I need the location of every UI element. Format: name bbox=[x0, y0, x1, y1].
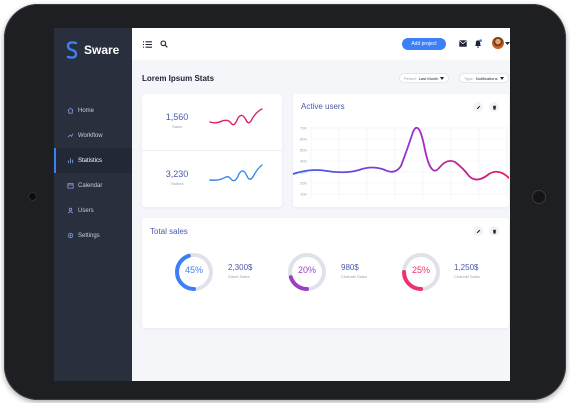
visitors-sparkline bbox=[209, 164, 263, 182]
sales-value: 1,560 bbox=[165, 112, 189, 122]
statistics-icon bbox=[67, 158, 74, 164]
sidebar-item-settings[interactable]: Settings bbox=[54, 223, 132, 248]
direct-sales-amount: 2,300$ bbox=[228, 263, 253, 272]
bell-icon[interactable] bbox=[474, 39, 482, 48]
donut-arc bbox=[175, 253, 213, 291]
channel-sales-donut bbox=[288, 253, 326, 291]
stats-card: 1,560 Sales 3,230 Visitors bbox=[142, 94, 282, 207]
visitors-value: 3,230 bbox=[165, 169, 189, 179]
visitors-label: Visitors bbox=[170, 181, 184, 186]
chevron-down-icon bbox=[499, 76, 504, 80]
avatar[interactable] bbox=[492, 37, 504, 49]
active-users-chart: 700 600 500 400 300 200 100 bbox=[293, 126, 509, 198]
app-name: Sware bbox=[84, 43, 120, 57]
settings-icon bbox=[67, 232, 74, 239]
y-tick-label: 500 bbox=[300, 148, 307, 153]
sidebar-item-label: Statistics bbox=[78, 157, 103, 164]
top-bar: Add project bbox=[132, 28, 510, 60]
edit-button[interactable] bbox=[473, 226, 483, 236]
tablet-frame: Sware Home Workflow Statistics Calendar bbox=[4, 4, 566, 400]
delete-button[interactable] bbox=[489, 102, 499, 112]
home-button[interactable] bbox=[532, 190, 546, 204]
workflow-icon bbox=[67, 133, 74, 138]
channel-sales-amount: 980$ bbox=[341, 263, 359, 272]
channel-sales-label: Channel Sales bbox=[341, 274, 368, 279]
pencil-icon bbox=[476, 105, 480, 109]
add-project-button[interactable]: Add project bbox=[402, 38, 446, 50]
menu-icon[interactable] bbox=[143, 41, 152, 48]
channel-sales-percent: 20% bbox=[297, 265, 316, 275]
period-value: Last Month bbox=[418, 75, 439, 81]
type-select[interactable]: Type: Notifications bbox=[459, 73, 509, 83]
sidebar-item-users[interactable]: Users bbox=[54, 198, 132, 223]
y-tick-label: 700 bbox=[300, 126, 307, 131]
period-select[interactable]: Period: Last Month bbox=[399, 73, 450, 83]
sidebar-item-label: Settings bbox=[78, 232, 100, 239]
y-tick-label: 100 bbox=[300, 192, 307, 197]
app-screen: Sware Home Workflow Statistics Calendar bbox=[54, 28, 510, 381]
app-logo[interactable]: Sware bbox=[64, 40, 119, 60]
home-icon bbox=[67, 107, 74, 114]
type-value: Notifications bbox=[475, 75, 498, 81]
direct-sales-percent: 45% bbox=[184, 265, 203, 275]
type-label: Type: bbox=[464, 75, 474, 81]
total-sales-card: Total sales 45% 2,300$ Direct Sales 20% … bbox=[142, 218, 509, 328]
camera-icon bbox=[28, 192, 37, 201]
edit-button[interactable] bbox=[473, 102, 483, 112]
sales-sparkline bbox=[209, 108, 263, 126]
sidebar-item-label: Home bbox=[78, 107, 95, 114]
chevron-down-icon[interactable] bbox=[505, 42, 510, 45]
period-label: Period: bbox=[404, 75, 417, 81]
y-tick-label: 200 bbox=[300, 181, 307, 186]
y-tick-label: 400 bbox=[300, 159, 307, 164]
channel-sales-2-percent: 25% bbox=[411, 265, 430, 275]
sidebar: Sware Home Workflow Statistics Calendar bbox=[54, 28, 132, 381]
channel-sales-2-amount: 1,250$ bbox=[454, 263, 479, 272]
mail-icon[interactable] bbox=[459, 40, 467, 47]
active-users-card: Active users 700 600 500 400 300 bbox=[293, 94, 509, 207]
sidebar-item-statistics[interactable]: Statistics bbox=[54, 148, 132, 173]
sidebar-item-calendar[interactable]: Calendar bbox=[54, 173, 132, 198]
donut-arc bbox=[402, 253, 440, 291]
channel-sales-2-donut bbox=[402, 253, 440, 291]
logo-icon bbox=[66, 41, 78, 59]
delete-button[interactable] bbox=[489, 226, 499, 236]
sidebar-item-label: Calendar bbox=[78, 182, 103, 189]
divider bbox=[142, 150, 282, 151]
sidebar-item-home[interactable]: Home bbox=[54, 98, 132, 123]
sidebar-nav: Home Workflow Statistics Calendar Users bbox=[54, 98, 132, 248]
channel-sales-2-label: Channel Sales bbox=[454, 274, 481, 279]
search-icon[interactable] bbox=[160, 40, 168, 48]
donut-arc bbox=[288, 253, 326, 291]
page-title: Lorem Ipsum Stats bbox=[142, 74, 215, 83]
y-tick-label: 600 bbox=[300, 137, 307, 142]
users-icon bbox=[67, 207, 74, 214]
calendar-icon bbox=[67, 183, 74, 189]
direct-sales-label: Direct Sales bbox=[228, 274, 250, 279]
sidebar-item-label: Workflow bbox=[78, 132, 103, 139]
pencil-icon bbox=[476, 229, 480, 233]
active-users-title: Active users bbox=[301, 102, 345, 111]
trash-icon bbox=[492, 229, 496, 234]
sidebar-item-workflow[interactable]: Workflow bbox=[54, 123, 132, 148]
direct-sales-donut bbox=[175, 253, 213, 291]
chevron-down-icon bbox=[440, 76, 445, 80]
sidebar-item-label: Users bbox=[78, 207, 94, 214]
total-sales-title: Total sales bbox=[150, 227, 188, 236]
trash-icon bbox=[492, 105, 496, 110]
sales-label: Sales bbox=[171, 124, 182, 129]
